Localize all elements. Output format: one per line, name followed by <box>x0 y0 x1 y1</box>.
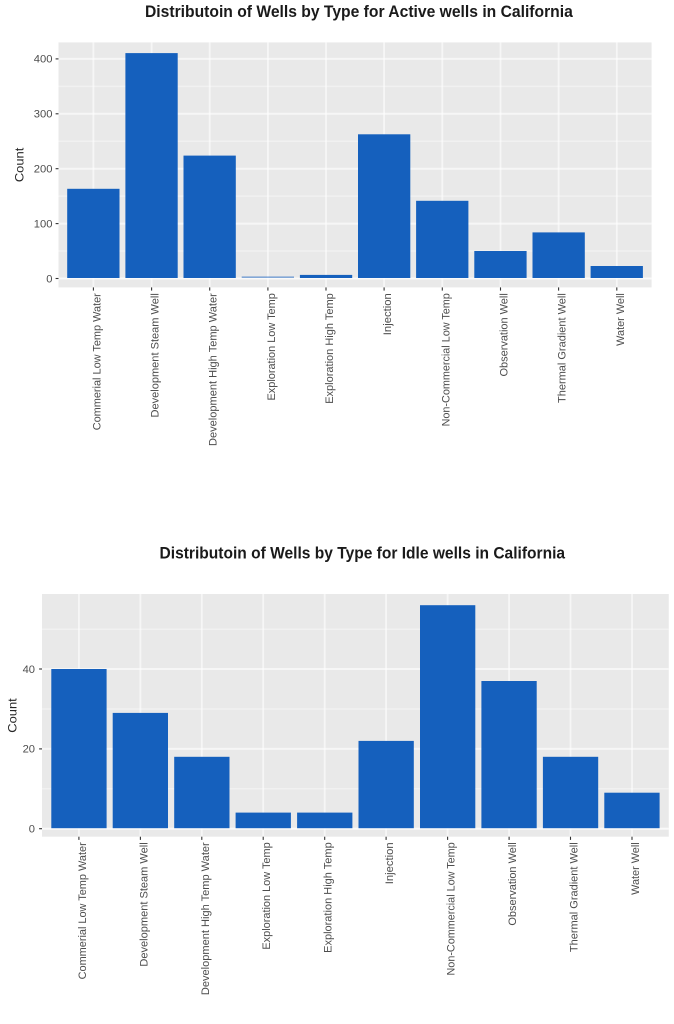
svg-text:Water Well: Water Well <box>630 842 642 895</box>
svg-text:Injection: Injection <box>382 293 394 335</box>
svg-text:Thermal Gradient Well: Thermal Gradient Well <box>557 293 569 403</box>
svg-text:Exploration High Temp: Exploration High Temp <box>324 293 336 404</box>
svg-text:0: 0 <box>46 273 52 285</box>
svg-text:Injection: Injection <box>384 842 396 884</box>
svg-text:Exploration High Temp: Exploration High Temp <box>323 842 335 953</box>
svg-text:Distributoin of Wells by Type: Distributoin of Wells by Type for Active… <box>145 2 573 21</box>
svg-text:Water Well: Water Well <box>615 293 627 346</box>
svg-text:400: 400 <box>34 54 53 66</box>
svg-text:40: 40 <box>23 664 35 676</box>
svg-text:300: 300 <box>34 109 53 121</box>
svg-text:200: 200 <box>34 164 53 176</box>
svg-text:Development Steam Well: Development Steam Well <box>150 293 162 417</box>
svg-text:Observation Well: Observation Well <box>499 293 511 376</box>
svg-text:Distributoin of Wells by Type: Distributoin of Wells by Type for Idle w… <box>160 544 566 563</box>
svg-text:Count: Count <box>6 698 20 733</box>
svg-text:Development High Temp Water: Development High Temp Water <box>200 842 212 995</box>
svg-text:Observation Well: Observation Well <box>507 842 519 925</box>
svg-text:Exploration Low Temp: Exploration Low Temp <box>261 842 273 949</box>
svg-text:Non-Commercial Low Temp: Non-Commercial Low Temp <box>446 842 458 975</box>
svg-text:Development High Temp Water: Development High Temp Water <box>208 293 220 446</box>
svg-text:Count: Count <box>12 147 26 182</box>
svg-text:Development Steam Well: Development Steam Well <box>138 842 150 966</box>
svg-text:Commerial Low Temp Water: Commerial Low Temp Water <box>91 293 103 431</box>
svg-text:0: 0 <box>29 824 35 836</box>
svg-text:100: 100 <box>34 218 53 230</box>
svg-text:Exploration Low Temp: Exploration Low Temp <box>266 293 278 400</box>
svg-text:20: 20 <box>23 744 35 756</box>
svg-text:Commerial Low Temp Water: Commerial Low Temp Water <box>77 842 89 980</box>
svg-text:Non-Commercial Low Temp: Non-Commercial Low Temp <box>440 293 452 426</box>
svg-text:Thermal Gradient Well: Thermal Gradient Well <box>569 842 581 952</box>
